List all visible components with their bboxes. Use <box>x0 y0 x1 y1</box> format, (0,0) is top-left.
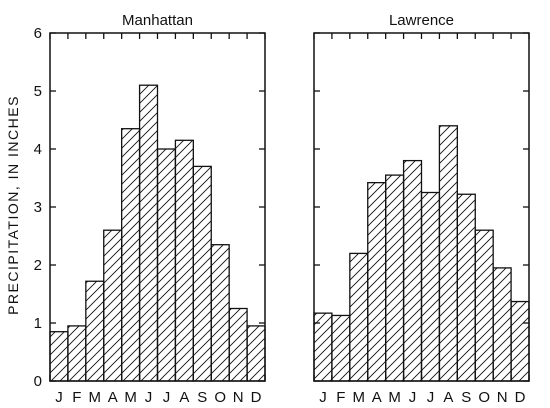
lawrence-month-label: M <box>353 389 366 406</box>
lawrence-month-label: J <box>319 389 327 406</box>
lawrence-month-label: O <box>478 389 490 406</box>
manhattan-bar-3 <box>85 280 105 382</box>
manhattan-month-label: N <box>233 389 244 406</box>
manhattan-month-label: J <box>55 389 63 406</box>
lawrence-bar-2 <box>331 314 351 382</box>
lawrence-bar-7 <box>420 191 441 382</box>
manhattan-bar-5 <box>121 128 141 382</box>
manhattan-ytick-label: 6 <box>34 25 42 42</box>
manhattan-ytick-label: 4 <box>34 141 42 158</box>
manhattan-month-label: S <box>197 389 207 406</box>
lawrence-bar-3 <box>349 252 369 382</box>
manhattan-bar-7 <box>156 148 177 382</box>
lawrence-bar-6 <box>402 159 423 382</box>
lawrence-month-label: A <box>372 389 382 406</box>
lawrence-bar-8 <box>438 125 458 382</box>
manhattan-ytick-label: 1 <box>34 315 42 332</box>
manhattan-title: Manhattan <box>122 12 193 29</box>
manhattan-month-label: O <box>214 389 226 406</box>
manhattan-month-label: J <box>145 389 153 406</box>
manhattan-bar-8 <box>174 139 194 382</box>
manhattan-bar-10 <box>210 244 230 382</box>
lawrence-month-label: J <box>427 389 435 406</box>
lawrence-bar-4 <box>367 181 387 382</box>
manhattan-bar-2 <box>67 325 87 382</box>
manhattan-month-label: M <box>124 389 137 406</box>
manhattan-month-label: J <box>163 389 171 406</box>
lawrence-bar-5 <box>385 174 405 382</box>
lawrence-bar-10 <box>474 229 494 382</box>
manhattan-ytick-label: 3 <box>34 199 42 216</box>
manhattan-month-label: A <box>179 389 189 406</box>
y-axis-label: PRECIPITATION, IN INCHES <box>5 95 21 315</box>
lawrence-month-label: M <box>388 389 401 406</box>
manhattan-bar-12 <box>246 325 266 382</box>
manhattan-ytick-label: 0 <box>34 373 42 390</box>
manhattan-month-label: F <box>72 389 81 406</box>
manhattan-bar-4 <box>103 229 123 382</box>
manhattan-ytick-label: 2 <box>34 257 42 274</box>
manhattan-bar-9 <box>192 165 212 382</box>
manhattan-bar-6 <box>138 84 159 382</box>
lawrence-title: Lawrence <box>389 12 454 29</box>
lawrence-month-label: J <box>409 389 417 406</box>
manhattan-month-label: M <box>89 389 102 406</box>
lawrence-month-label: N <box>497 389 508 406</box>
lawrence-month-label: D <box>515 389 526 406</box>
lawrence-bar-12 <box>510 300 530 382</box>
manhattan-bar-1 <box>49 331 69 382</box>
lawrence-bar-9 <box>456 193 476 382</box>
lawrence-month-label: A <box>443 389 453 406</box>
lawrence-month-label: F <box>336 389 345 406</box>
manhattan-month-label: A <box>108 389 118 406</box>
lawrence-bar-11 <box>492 267 512 382</box>
manhattan-month-label: D <box>251 389 262 406</box>
manhattan-ytick-label: 5 <box>34 83 42 100</box>
manhattan-bar-11 <box>228 307 248 382</box>
lawrence-month-label: S <box>461 389 471 406</box>
